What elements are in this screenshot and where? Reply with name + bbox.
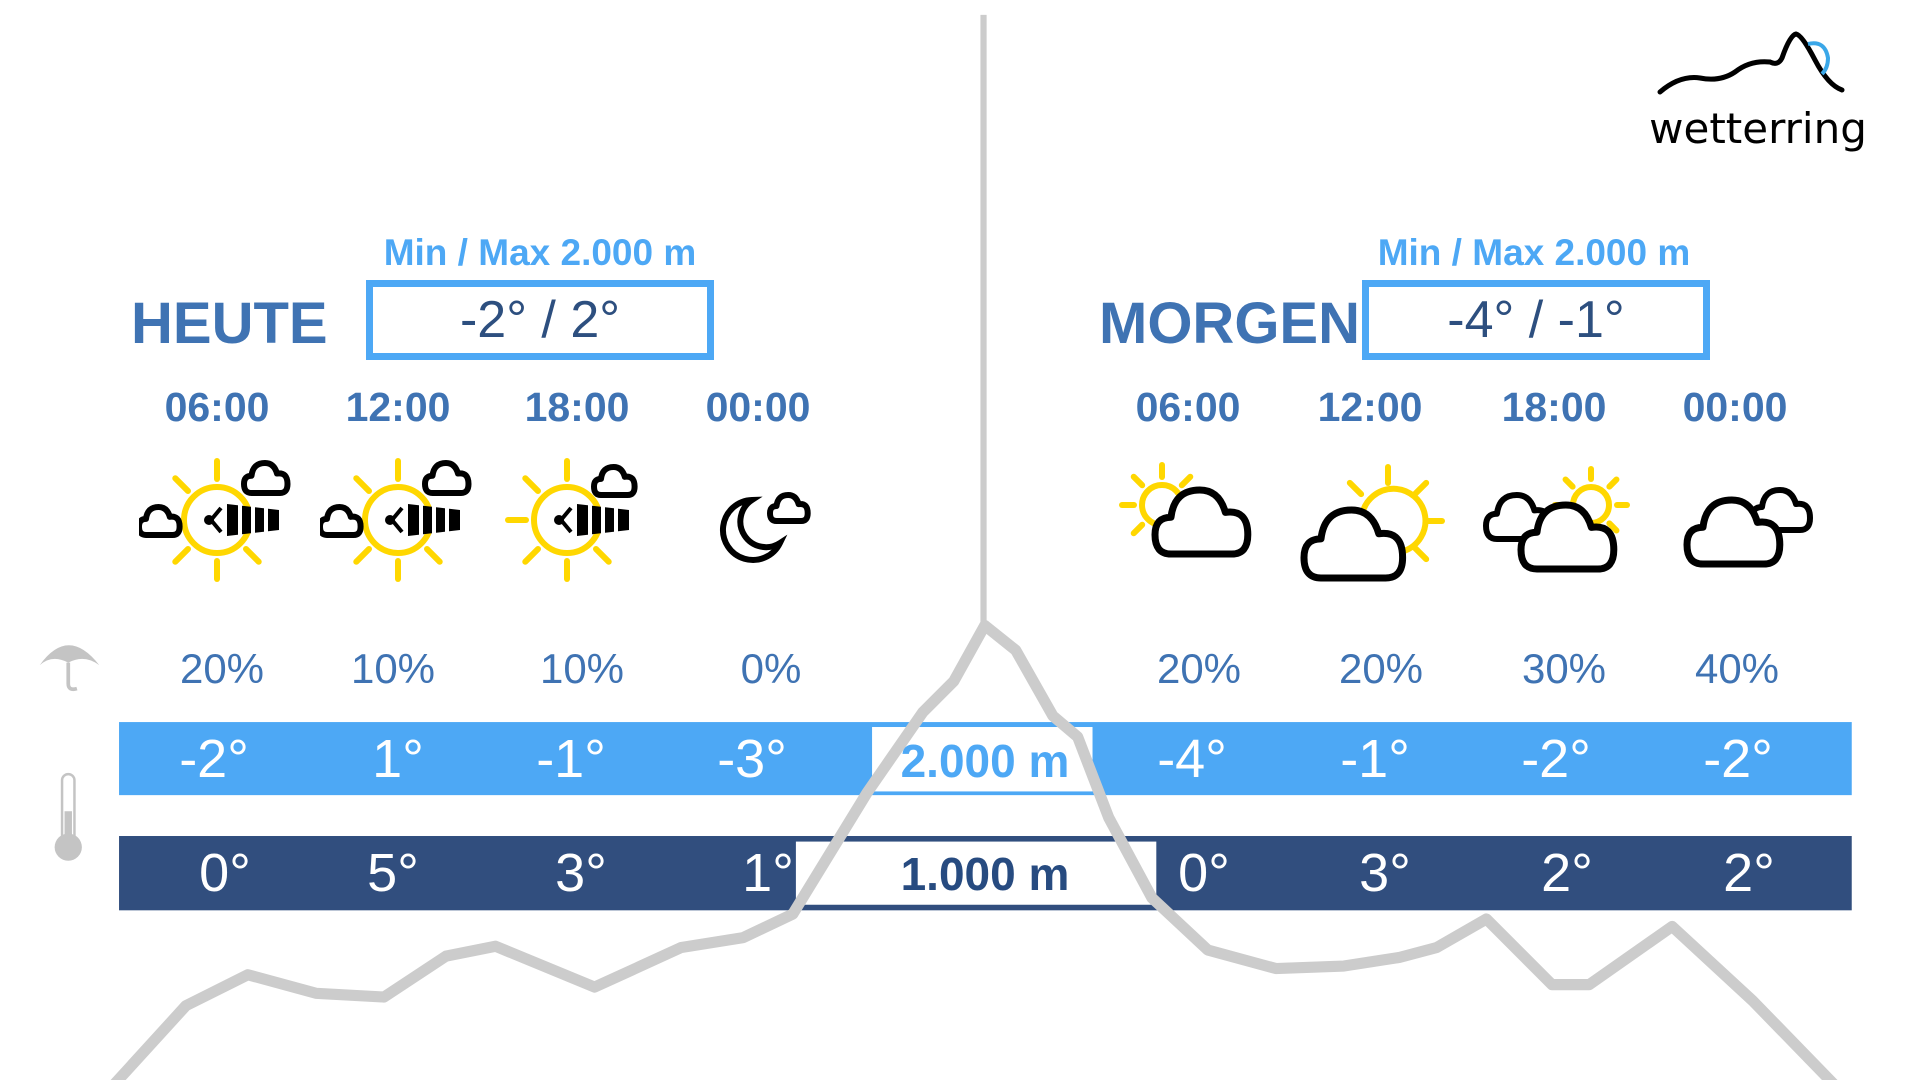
- temp-2000m: -4°: [1157, 729, 1227, 789]
- slot-time: 00:00: [705, 384, 811, 430]
- umbrella-icon: [39, 645, 100, 692]
- weather-icon-sun-clouds-wind: [135, 455, 299, 585]
- slot-time: 18:00: [1501, 384, 1607, 430]
- temp-1000m: 5°: [367, 843, 419, 903]
- temp-2000m: -2°: [179, 729, 249, 789]
- label-box-1000: [794, 840, 1158, 906]
- svg-text:wetterring: wetterring: [1649, 104, 1867, 153]
- temp-1000m: 2°: [1541, 843, 1593, 903]
- slot-time: 18:00: [524, 384, 630, 430]
- weather-icon-clouds: [1657, 455, 1817, 585]
- rain-probability: 20%: [179, 645, 265, 692]
- temp-2000m: -1°: [1340, 729, 1410, 789]
- today-minmax-value: -2° / 2°: [366, 280, 714, 360]
- altitude-1000-label: 1.000 m: [900, 848, 1070, 900]
- weather-icon-moon-cloud: [680, 455, 840, 585]
- temp-1000m: 3°: [1359, 843, 1411, 903]
- mountain-silhouette: [110, 619, 1838, 1080]
- temp-2000m: -3°: [717, 729, 787, 789]
- thermometer-icon: [54, 772, 82, 861]
- rain-probability: 20%: [1156, 645, 1242, 692]
- wetterring-logo: wetterring: [1630, 30, 1870, 160]
- weather-icon-cloud-sun: [1292, 455, 1452, 585]
- tomorrow-minmax-label: Min / Max 2.000 m: [1377, 232, 1691, 273]
- temp-2000m: -2°: [1521, 729, 1591, 789]
- tomorrow-label: MORGEN: [1099, 291, 1360, 356]
- today-label: HEUTE: [131, 291, 328, 356]
- today-minmax-label: Min / Max 2.000 m: [383, 232, 697, 273]
- rain-probability: 10%: [350, 645, 436, 692]
- temp-1000m: 3°: [555, 843, 607, 903]
- slot-time: 12:00: [1317, 384, 1423, 430]
- rain-probability: 0%: [740, 645, 802, 692]
- temp-1000m: 0°: [1178, 843, 1230, 903]
- tomorrow-minmax-value: -4° / -1°: [1362, 280, 1710, 360]
- altitude-2000-label: 2.000 m: [900, 735, 1070, 787]
- temp-2000m: -2°: [1703, 729, 1773, 789]
- temp-2000m: -1°: [536, 729, 606, 789]
- rain-probability: 30%: [1521, 645, 1607, 692]
- rain-probability: 20%: [1338, 645, 1424, 692]
- temp-2000m: 1°: [372, 729, 424, 789]
- slot-time: 06:00: [1135, 384, 1241, 430]
- temp-1000m: 0°: [199, 843, 251, 903]
- weather-icon-clouds-sun: [1476, 455, 1636, 585]
- weather-icon-sun-behind-cloud: [1110, 455, 1270, 585]
- rain-probability: 40%: [1694, 645, 1780, 692]
- temp-1000m: 1°: [742, 843, 794, 903]
- weather-icon-sun-clouds-wind: [316, 455, 480, 585]
- temp-1000m: 2°: [1723, 843, 1775, 903]
- slot-time: 12:00: [345, 384, 451, 430]
- slot-time: 00:00: [1682, 384, 1788, 430]
- rain-probability: 10%: [539, 645, 625, 692]
- slot-time: 06:00: [164, 384, 270, 430]
- weather-icon-sun-cloud-wind: [499, 455, 659, 585]
